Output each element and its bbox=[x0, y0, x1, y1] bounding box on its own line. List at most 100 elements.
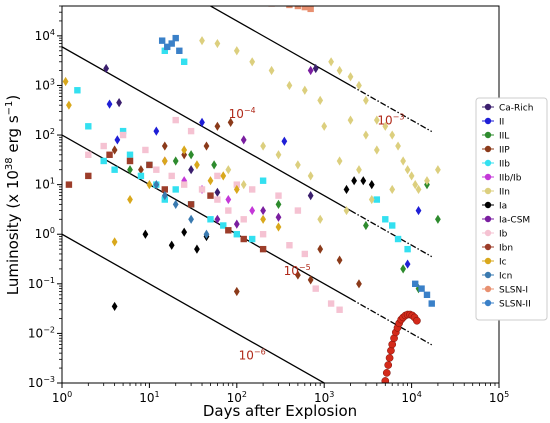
legend-marker bbox=[484, 271, 492, 279]
data-point bbox=[127, 165, 133, 175]
legend-item: SLSN-II bbox=[482, 300, 531, 310]
data-point bbox=[198, 186, 206, 193]
data-point bbox=[100, 142, 107, 150]
reference-line-dashdot bbox=[350, 298, 433, 346]
data-point bbox=[381, 377, 390, 383]
data-point bbox=[259, 231, 267, 238]
data-point bbox=[260, 214, 266, 224]
data-point bbox=[240, 235, 247, 243]
data-point bbox=[363, 95, 369, 105]
data-point bbox=[164, 43, 171, 51]
data-point bbox=[111, 166, 118, 173]
data-point bbox=[103, 63, 110, 74]
series-iin bbox=[199, 36, 441, 224]
legend-label: IIL bbox=[499, 132, 509, 142]
y-axis-label-unit-exp: −1 bbox=[4, 101, 15, 116]
data-point bbox=[127, 194, 133, 205]
x-tick-label: 103 bbox=[314, 390, 334, 405]
data-point bbox=[240, 216, 247, 223]
data-point bbox=[188, 150, 194, 160]
x-axis: 100 101 102 103 104 105 bbox=[52, 383, 509, 405]
data-point bbox=[188, 214, 194, 224]
data-point bbox=[100, 157, 107, 165]
data-point bbox=[356, 279, 362, 289]
data-point bbox=[85, 123, 92, 130]
data-point bbox=[194, 244, 200, 254]
data-point bbox=[65, 181, 73, 188]
data-point bbox=[181, 227, 188, 237]
data-point bbox=[356, 165, 362, 175]
data-point bbox=[435, 165, 441, 175]
legend-label: IIn bbox=[499, 188, 510, 198]
data-point bbox=[317, 214, 324, 224]
data-point bbox=[62, 76, 69, 87]
data-point bbox=[413, 316, 421, 325]
data-point bbox=[106, 151, 113, 158]
y-tick-label: 10−3 bbox=[28, 375, 55, 390]
x-axis-label: Days after Explosion bbox=[203, 402, 357, 420]
data-point bbox=[387, 346, 395, 355]
data-point bbox=[368, 194, 375, 205]
data-point bbox=[161, 141, 168, 151]
series-ic bbox=[62, 76, 282, 247]
data-point bbox=[347, 115, 354, 125]
data-point bbox=[111, 237, 118, 247]
data-point bbox=[275, 222, 282, 232]
data-point bbox=[373, 196, 381, 203]
data-point bbox=[142, 146, 149, 154]
data-point bbox=[199, 117, 205, 127]
data-point bbox=[199, 36, 205, 46]
legend-label: IIb/Ib bbox=[499, 174, 522, 184]
data-point bbox=[368, 180, 375, 190]
series-slsn-ii bbox=[158, 34, 435, 307]
data-point bbox=[395, 141, 401, 151]
legend-marker bbox=[484, 187, 492, 195]
data-point bbox=[327, 300, 335, 307]
data-point bbox=[172, 34, 179, 42]
legend-marker bbox=[484, 215, 492, 223]
data-point bbox=[301, 85, 308, 95]
data-point bbox=[240, 180, 247, 190]
data-point bbox=[408, 171, 415, 181]
data-point bbox=[138, 165, 144, 175]
reference-line-label: 10−5 bbox=[284, 263, 311, 278]
data-point bbox=[214, 187, 221, 197]
legend-marker bbox=[484, 145, 492, 153]
legend-marker bbox=[484, 103, 492, 111]
data-point bbox=[281, 136, 288, 146]
data-point bbox=[153, 180, 160, 190]
legend-marker bbox=[484, 243, 492, 251]
data-point bbox=[207, 176, 214, 186]
data-point bbox=[373, 115, 380, 125]
series-ii bbox=[106, 99, 422, 269]
data-point bbox=[404, 259, 411, 269]
data-point bbox=[328, 57, 335, 67]
data-point bbox=[259, 245, 267, 253]
reference-line-solid bbox=[62, 233, 325, 383]
legend-item: Ia bbox=[482, 202, 507, 212]
data-point bbox=[233, 46, 240, 56]
data-point bbox=[336, 306, 343, 313]
data-points bbox=[62, 6, 441, 383]
data-point bbox=[389, 184, 396, 195]
legend-label: II bbox=[499, 118, 504, 128]
legend-item: Ic bbox=[482, 258, 507, 268]
data-point bbox=[336, 255, 343, 265]
data-point bbox=[356, 80, 362, 91]
data-point bbox=[172, 116, 179, 124]
y-axis-label: Luminosity (x 1038 erg s−1) bbox=[4, 95, 22, 296]
data-point bbox=[119, 131, 127, 139]
data-point bbox=[404, 245, 411, 253]
data-point bbox=[233, 286, 240, 297]
data-point bbox=[176, 47, 183, 54]
legend: Ca-Rich II IIL IIP IIb IIb/Ib IIn Ia Ia-CSM Ib Ibn… bbox=[475, 97, 548, 321]
legend-label: Ia-CSM bbox=[499, 216, 530, 226]
data-point bbox=[343, 184, 350, 195]
data-point bbox=[400, 156, 407, 166]
legend-items: Ca-Rich II IIL IIP IIb IIb/Ib IIn Ia Ia-CSM Ib Ibn… bbox=[482, 104, 533, 310]
data-point bbox=[207, 216, 214, 223]
data-point bbox=[301, 250, 309, 258]
data-point bbox=[181, 145, 188, 155]
data-point bbox=[116, 98, 122, 108]
